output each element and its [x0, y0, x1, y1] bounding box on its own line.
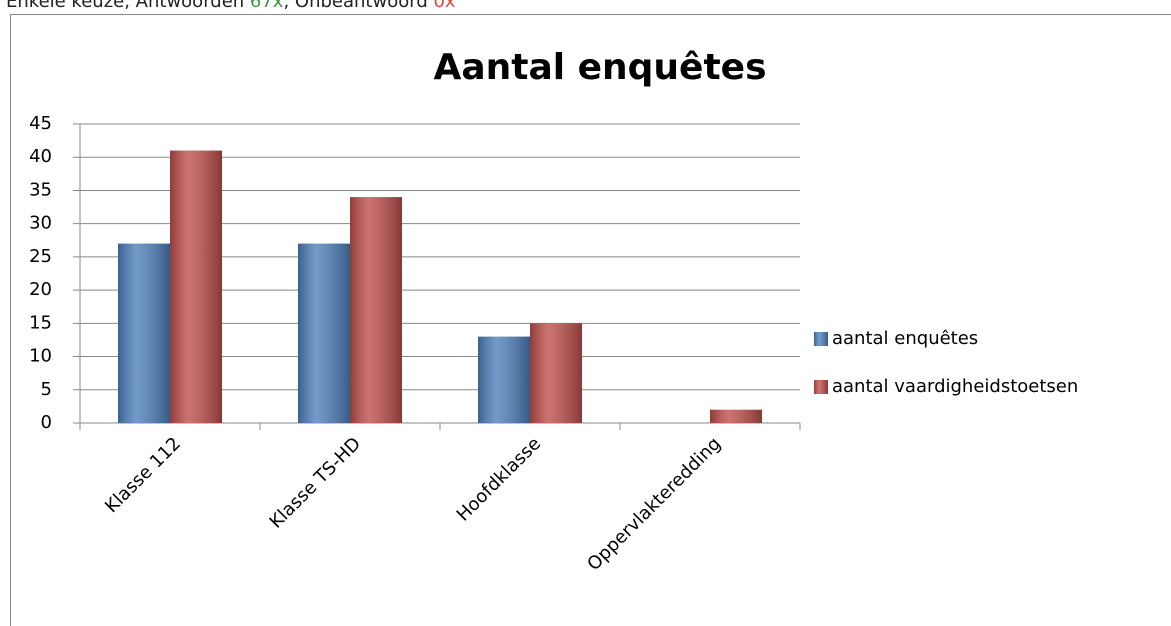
y-tick-label: 0: [41, 412, 52, 433]
bar-shade: [530, 323, 582, 423]
bar-shade: [710, 409, 762, 423]
y-tick-label: 45: [29, 113, 52, 134]
y-tick-label: 40: [29, 146, 52, 167]
legend-label: aantal vaardigheidstoetsen: [832, 376, 1078, 397]
legend-label: aantal enquêtes: [832, 328, 978, 349]
answered-count: 67x: [249, 0, 284, 12]
bar-shade: [170, 150, 222, 424]
bar-shade: [118, 243, 170, 423]
y-tick-label: 20: [29, 279, 52, 300]
info-lead: Enkele keuze, Antwoorden: [6, 0, 250, 12]
bar-shade: [350, 197, 402, 423]
info-middle: , Onbeantwoord: [283, 0, 434, 12]
unanswered-count: 0x: [433, 0, 456, 12]
bar-shade: [478, 336, 530, 423]
y-tick-label: 30: [29, 213, 52, 234]
bar-shade: [298, 243, 350, 423]
y-tick-label: 15: [29, 312, 52, 333]
chart-title: Aantal enquêtes: [433, 47, 766, 88]
y-tick-label: 25: [29, 246, 52, 267]
y-tick-label: 35: [29, 179, 52, 200]
legend-swatch-shade: [814, 380, 828, 394]
y-tick-label: 10: [29, 346, 52, 367]
question-info: Enkele keuze, Antwoorden 67x, Onbeantwoo…: [6, 0, 456, 12]
legend-swatch-shade: [814, 332, 828, 346]
y-tick-label: 5: [41, 379, 52, 400]
